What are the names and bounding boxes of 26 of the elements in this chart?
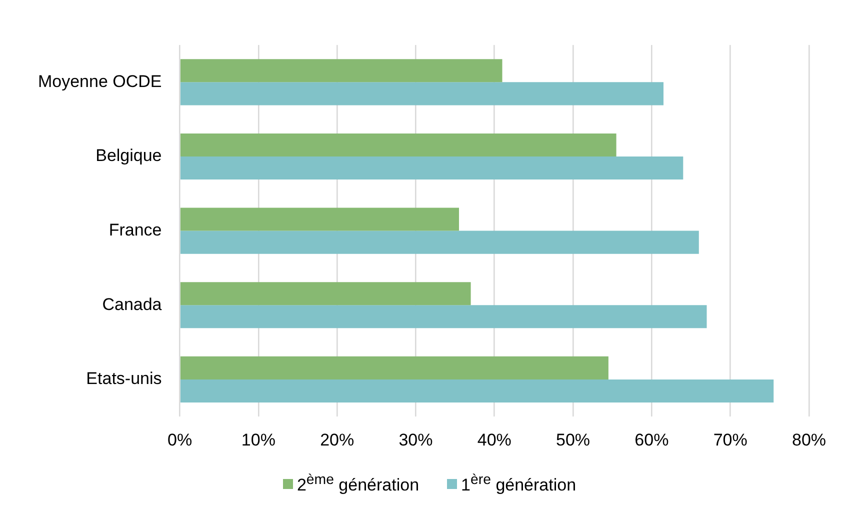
- bar: [180, 230, 699, 254]
- bar: [180, 282, 471, 306]
- legend-label: 2$^{ème}$ génération: [296, 472, 420, 496]
- y-tick-label: Belgique: [96, 146, 162, 166]
- bar: [180, 305, 707, 328]
- x-tick-label: 40%: [477, 430, 512, 450]
- legend-label: 1$^{ère}$ génération: [461, 472, 576, 496]
- y-tick-label: Moyenne OCDE: [38, 72, 162, 91]
- x-tick-label: 60%: [634, 430, 669, 450]
- x-tick-label: 80%: [792, 430, 826, 450]
- bar: [180, 356, 608, 380]
- x-tick-label: 20%: [320, 430, 354, 450]
- bar: [180, 379, 774, 402]
- x-tick-label: 50%: [556, 430, 590, 450]
- y-tick-label: Etats-unis: [86, 369, 162, 388]
- x-tick-label: 10%: [241, 430, 276, 450]
- y-tick-label: Canada: [102, 294, 162, 314]
- x-tick-label: 70%: [713, 430, 748, 450]
- bar: [180, 59, 502, 82]
- y-tick-label: France: [108, 220, 162, 240]
- x-tick-label: 30%: [398, 430, 433, 450]
- x-tick-label: 0%: [167, 430, 192, 450]
- bar: [180, 156, 684, 180]
- bar: [180, 82, 664, 106]
- bar: [180, 208, 459, 231]
- bar: [180, 133, 616, 156]
